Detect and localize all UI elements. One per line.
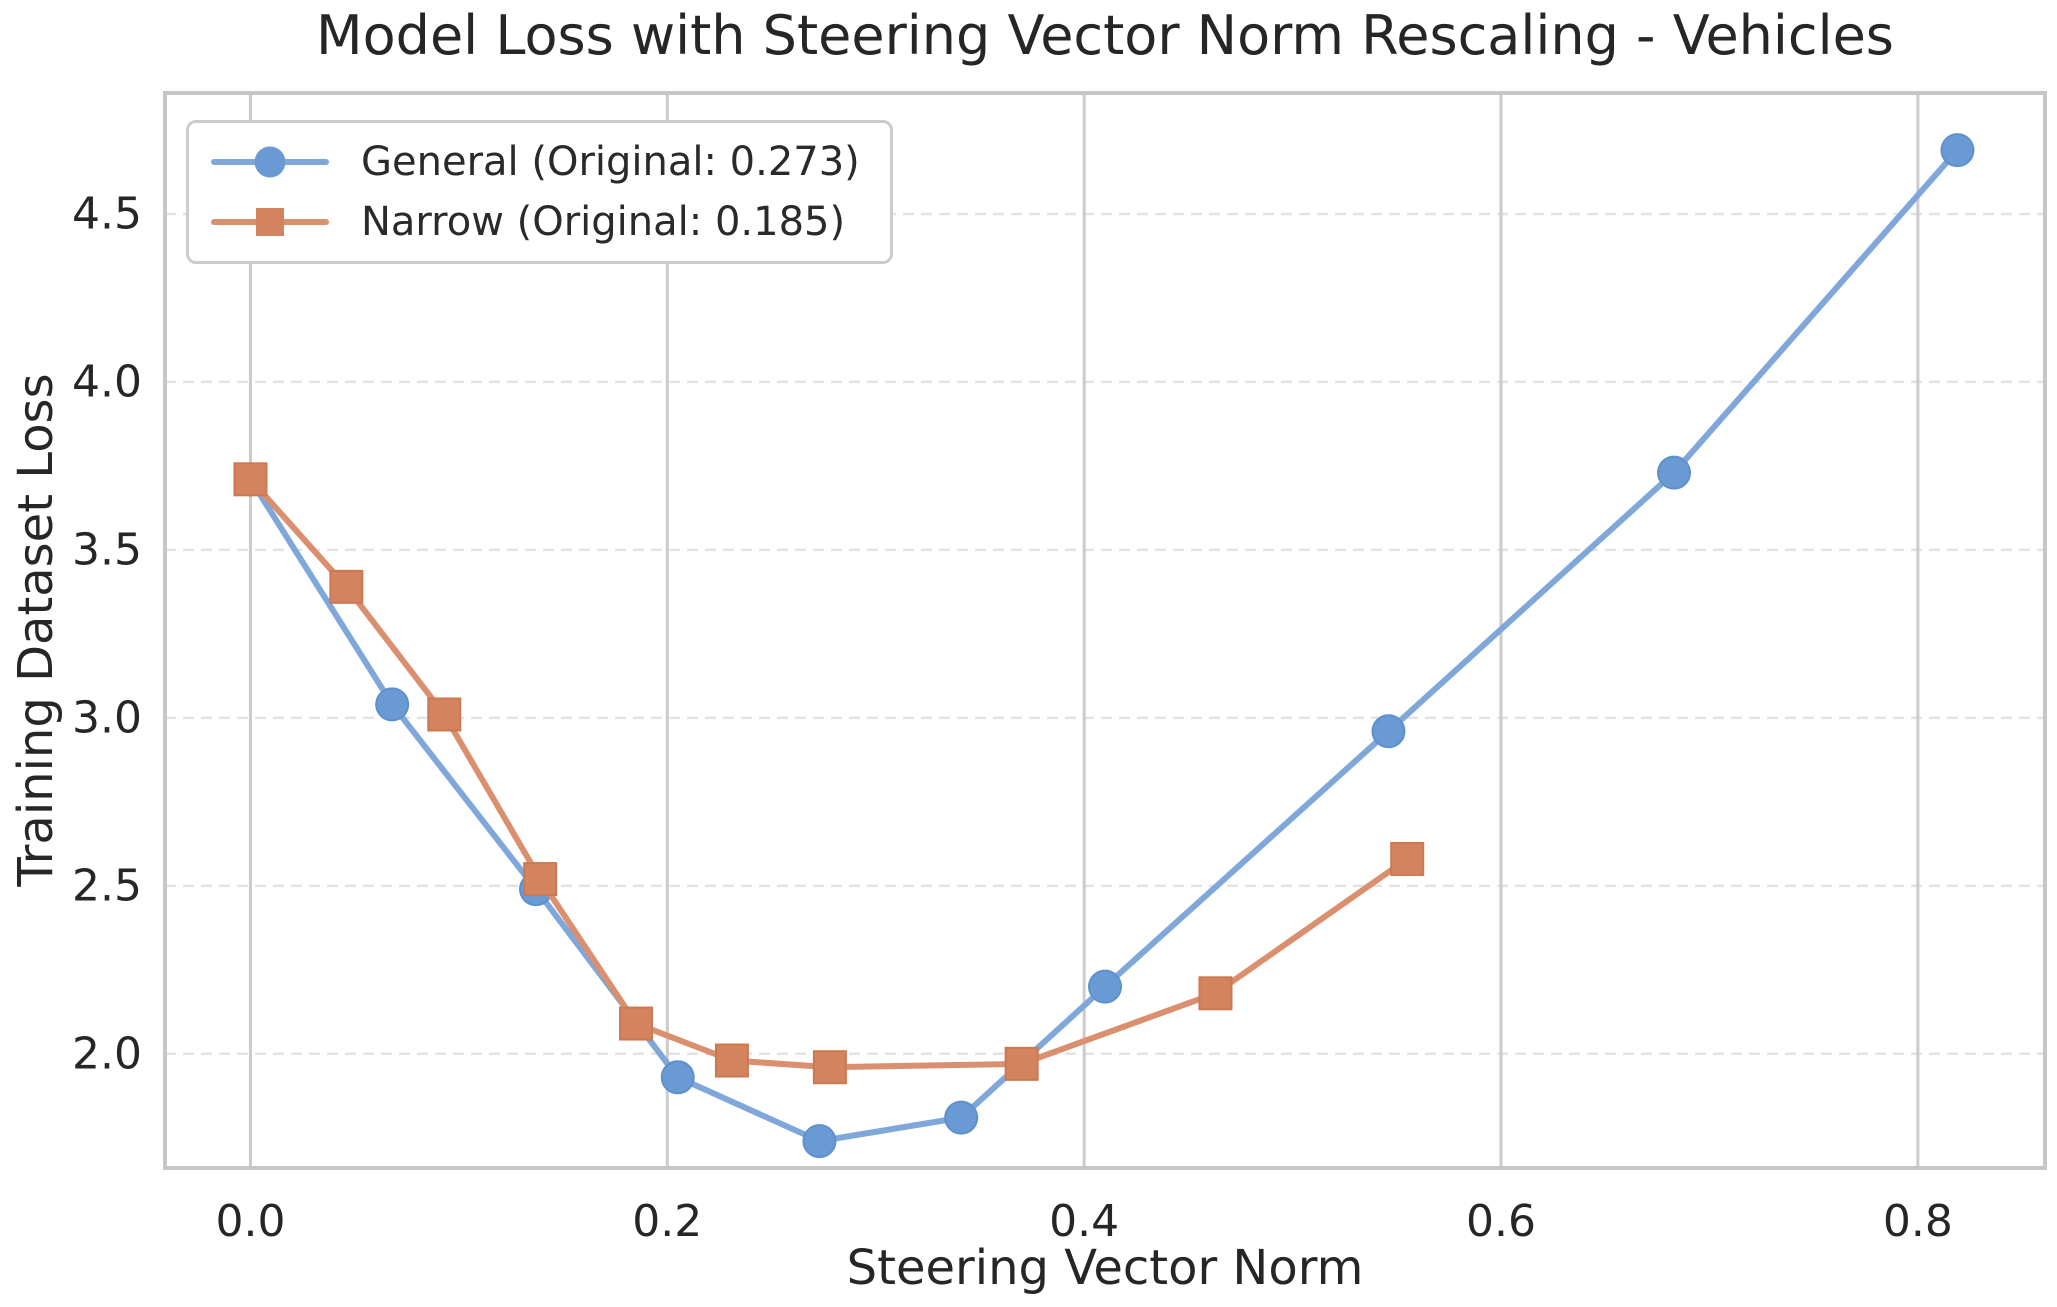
square-marker-icon [256, 208, 284, 236]
x-axis-label: Steering Vector Norm [846, 1240, 1364, 1296]
chart-title: Model Loss with Steering Vector Norm Res… [316, 4, 1894, 67]
data-point-circle [944, 1100, 979, 1135]
data-point-circle [1940, 133, 1975, 168]
data-point-circle [1088, 969, 1122, 1004]
data-point-square [812, 1050, 847, 1085]
data-point-square [427, 697, 462, 732]
y-tick-label: 2.5 [72, 860, 142, 912]
x-tick-label: 0.2 [632, 1196, 703, 1247]
x-tick-label: 0.6 [1466, 1196, 1536, 1247]
data-point-square [523, 862, 558, 897]
y-axis-label: Training Dataset Loss [8, 373, 64, 887]
data-point-square [714, 1043, 749, 1078]
data-point-square [1198, 976, 1233, 1011]
x-tick-label: 0.0 [215, 1196, 286, 1247]
data-point-circle [1657, 455, 1692, 490]
legend-row-narrow: Narrow (Original: 0.185) [211, 199, 860, 245]
general-legend-sample [211, 145, 329, 179]
y-tick-label: 2.0 [72, 1028, 142, 1080]
data-point-circle [802, 1124, 837, 1159]
x-tick-label: 0.4 [1049, 1196, 1120, 1247]
data-point-circle [1371, 714, 1406, 749]
y-tick-label: 3.0 [72, 692, 142, 744]
plot-spines [163, 91, 2047, 1170]
legend: General (Original: 0.273) Narrow (Origin… [186, 120, 893, 264]
y-tick-label: 3.5 [72, 524, 142, 576]
legend-row-general: General (Original: 0.273) [211, 139, 860, 185]
data-point-square [233, 462, 268, 497]
data-point-square [1004, 1046, 1039, 1081]
y-tick-label: 4.0 [72, 356, 142, 408]
data-point-circle [375, 687, 410, 722]
data-point-square [1390, 841, 1425, 876]
legend-label-general: General (Original: 0.273) [361, 139, 860, 185]
narrow-legend-sample [211, 205, 329, 239]
series-line-1 [247, 476, 1411, 1071]
data-point-circle [660, 1060, 695, 1095]
series-line-0 [247, 147, 1961, 1145]
y-tick-label: 4.5 [72, 188, 142, 240]
legend-label-narrow: Narrow (Original: 0.185) [361, 199, 846, 245]
circle-marker-icon [254, 146, 286, 178]
data-point-square [619, 1006, 654, 1041]
data-point-square [329, 569, 364, 604]
x-tick-label: 0.8 [1882, 1196, 1953, 1247]
